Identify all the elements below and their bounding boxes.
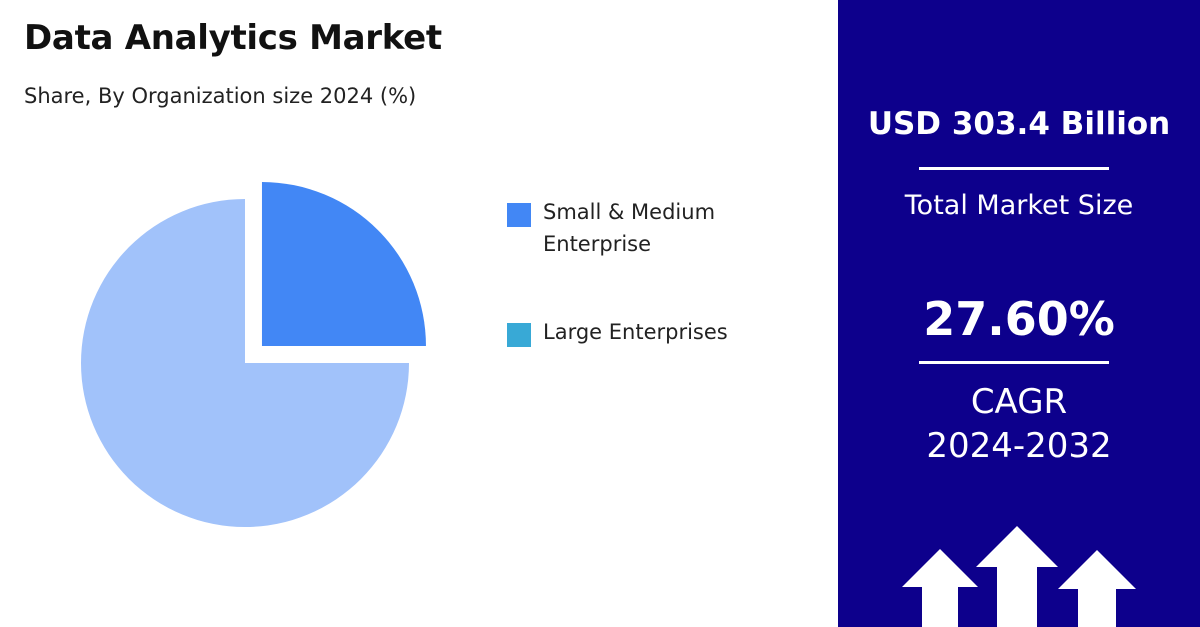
market-size-label: Total Market Size: [904, 190, 1134, 221]
legend-label-large-enterprises: Large Enterprises: [543, 320, 728, 344]
legend-item-large-enterprises: Large Enterprises: [507, 316, 753, 348]
pie-chart: [81, 182, 426, 527]
summary-panel: USD 303.4 Billion Total Market Size 27.6…: [838, 0, 1200, 627]
cagr-period-text: 2024-2032: [926, 426, 1112, 466]
three-up-arrows-icon: [902, 526, 1136, 627]
pie-slice-large-enterprises: [81, 199, 409, 527]
legend-item-small-medium-enterprise: Small & Medium Enterprise: [507, 196, 753, 260]
divider-line: [919, 361, 1109, 364]
market-size-value: USD 303.4 Billion: [867, 106, 1171, 142]
legend-swatch-large-enterprises: [507, 323, 531, 347]
cagr-value: 27.60%: [923, 292, 1115, 346]
chart-subtitle: Share, By Organization size 2024 (%): [24, 84, 417, 108]
pie-slice-small-medium-enterprise: [261, 182, 426, 347]
legend-swatch-small-medium-enterprise: [507, 203, 531, 227]
cagr-label-text: CAGR: [970, 382, 1068, 422]
divider-line: [919, 167, 1109, 170]
cagr-label: CAGR 2024-2032: [838, 380, 1200, 468]
chart-title: Data Analytics Market: [24, 18, 442, 58]
legend-label-small-medium-enterprise: Small & Medium Enterprise: [543, 200, 716, 256]
